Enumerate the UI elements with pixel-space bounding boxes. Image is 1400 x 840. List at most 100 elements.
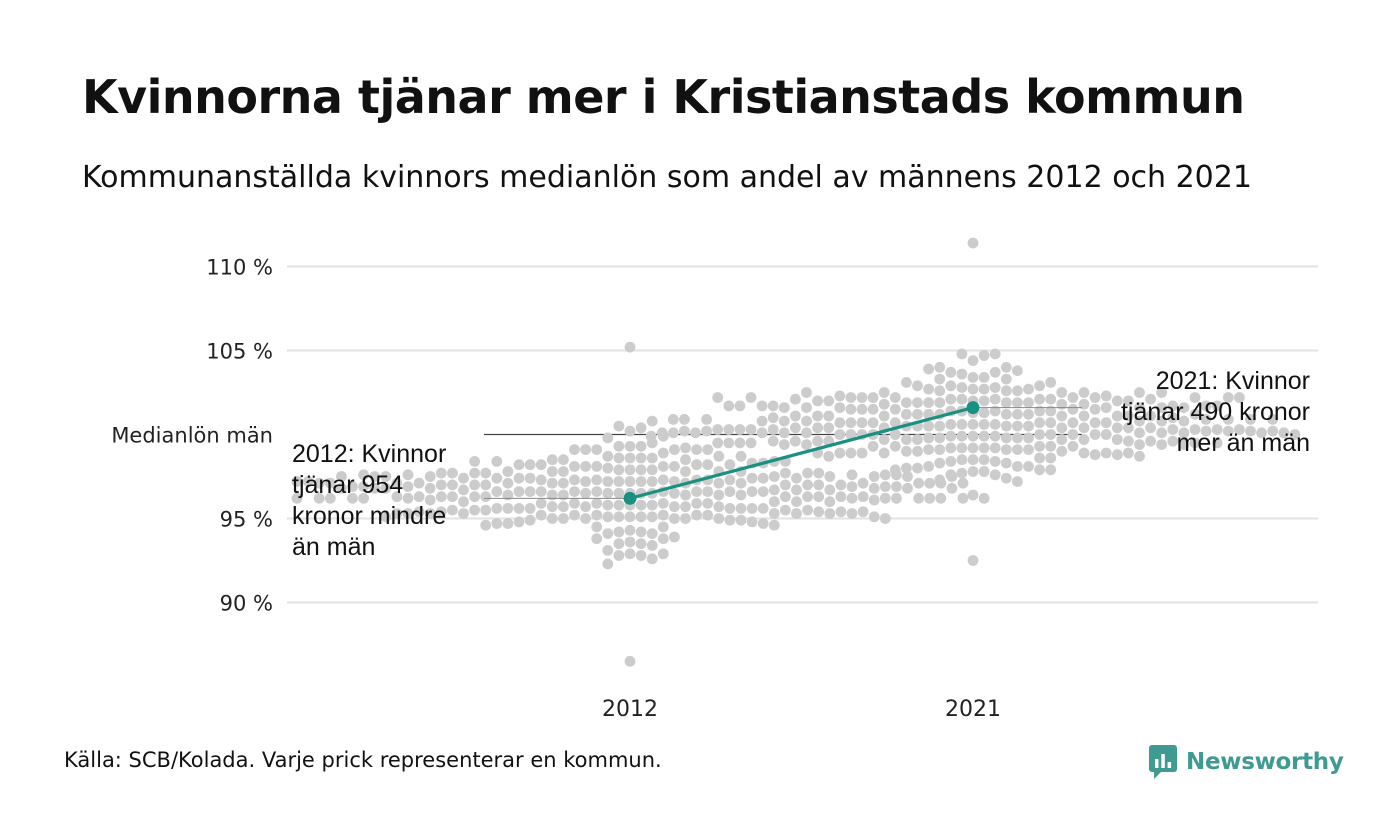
municipality-dot-2021 — [1100, 402, 1112, 413]
annotation-2021: 2021: Kvinnor tjänar 490 kronor mer än män — [1121, 367, 1310, 457]
municipality-dot-2012 — [691, 498, 702, 509]
municipality-dot-2012 — [669, 461, 680, 472]
municipality-dot-2012 — [635, 526, 647, 538]
municipality-dot-2021 — [1100, 447, 1112, 459]
municipality-dot-2012 — [591, 498, 603, 509]
municipality-dot-2012 — [935, 492, 947, 504]
municipality-dot-2012 — [480, 479, 492, 491]
municipality-dot-2012 — [602, 499, 614, 511]
municipality-dot-2012 — [902, 482, 913, 494]
municipality-dot-2021 — [934, 420, 946, 432]
municipality-dot-2021 — [1200, 425, 1212, 437]
municipality-dot-2021 — [801, 415, 812, 427]
municipality-dot-2021 — [1100, 390, 1112, 402]
municipality-dot-2012 — [813, 506, 825, 518]
municipality-dot-2012 — [902, 471, 913, 482]
municipality-dot-2012 — [513, 472, 525, 484]
municipality-dot-2021 — [956, 348, 968, 360]
municipality-dot-2021 — [878, 447, 890, 459]
municipality-dot-2021 — [912, 397, 923, 408]
municipality-dot-2021 — [889, 403, 901, 415]
municipality-dot-2012 — [469, 479, 480, 491]
municipality-dot-2021 — [834, 417, 846, 429]
municipality-dot-2021 — [756, 415, 768, 427]
municipality-dot-2021 — [956, 368, 968, 380]
chart-subtitle: Kommunanställda kvinnors medianlön som a… — [82, 160, 1252, 195]
municipality-dot-2012 — [447, 467, 458, 479]
municipality-dot-2012 — [669, 487, 680, 499]
municipality-dot-2012 — [324, 492, 336, 504]
municipality-dot-2012 — [635, 422, 647, 434]
municipality-dot-2021 — [812, 422, 823, 434]
annotation-line: än män — [292, 533, 375, 561]
municipality-dot-2021 — [1134, 439, 1145, 450]
municipality-dot-2021 — [945, 366, 957, 378]
municipality-dot-2021 — [1000, 373, 1012, 385]
municipality-dot-2012 — [824, 484, 836, 496]
municipality-dot-2021 — [1245, 425, 1256, 437]
municipality-dot-2012 — [358, 492, 369, 504]
municipality-dot-2021 — [1023, 397, 1034, 408]
municipality-dot-2012 — [591, 444, 603, 455]
municipality-dot-2012 — [624, 425, 636, 437]
municipality-dot-2021 — [834, 402, 846, 413]
municipality-dot-2021 — [1012, 385, 1023, 397]
municipality-dot-2021 — [845, 447, 857, 459]
municipality-dot-2012 — [824, 471, 836, 482]
municipality-dot-2021 — [679, 414, 690, 425]
y-tick-label: Medianlön män — [111, 424, 273, 448]
municipality-dot-2021 — [1012, 432, 1023, 444]
municipality-dot-2012 — [535, 459, 547, 471]
municipality-dot-2012 — [691, 486, 702, 497]
municipality-dot-2012 — [613, 420, 625, 432]
municipality-dot-2021 — [1056, 387, 1068, 398]
municipality-dot-2021 — [1211, 400, 1223, 412]
municipality-dot-2021 — [956, 454, 968, 466]
annotations: 2012: Kvinnor tjänar 954 kronor mindre än m… — [292, 367, 1310, 561]
municipality-dot-2012 — [391, 491, 403, 503]
municipality-dot-2021 — [1156, 415, 1168, 427]
municipality-dot-2021 — [967, 466, 979, 477]
municipality-dot-2012 — [291, 476, 303, 487]
municipality-dot-2012 — [624, 655, 636, 667]
municipality-dot-2021 — [956, 393, 968, 405]
municipality-dot-2021 — [967, 430, 979, 442]
municipality-dot-2012 — [702, 509, 714, 521]
municipality-dot-2012 — [635, 538, 647, 550]
municipality-dot-2012 — [646, 415, 658, 427]
municipality-dot-2021 — [1067, 429, 1079, 440]
municipality-dot-2021 — [1256, 427, 1267, 439]
municipality-dot-2021 — [667, 427, 679, 439]
municipality-dot-2012 — [602, 528, 614, 539]
municipality-dot-2012 — [580, 487, 591, 499]
municipality-dot-2012 — [591, 461, 603, 472]
newsworthy-logo[interactable]: Newsworthy — [1148, 742, 1344, 782]
municipality-dot-2021 — [1200, 400, 1212, 412]
municipality-dot-2012 — [380, 471, 392, 482]
municipality-dot-2021 — [1189, 408, 1201, 420]
y-tick-label: 105 % — [206, 340, 273, 364]
municipality-dot-2021 — [912, 380, 923, 392]
municipality-dot-2012 — [424, 494, 436, 506]
municipality-dot-2012 — [791, 484, 802, 496]
municipality-dot-2012 — [879, 469, 891, 481]
municipality-dot-2012 — [546, 501, 558, 513]
municipality-dot-2021 — [945, 469, 957, 481]
municipality-dot-2012 — [624, 341, 636, 353]
municipality-dot-2021 — [978, 492, 990, 504]
municipality-dot-2012 — [946, 482, 958, 494]
municipality-dot-2012 — [613, 464, 625, 476]
municipality-dot-2021 — [734, 400, 746, 412]
municipality-dot-2012 — [624, 476, 636, 487]
municipality-dot-2012 — [791, 472, 802, 484]
municipality-dot-2012 — [746, 486, 758, 497]
municipality-dot-2021 — [1000, 361, 1012, 373]
municipality-dot-2021 — [1089, 449, 1101, 461]
municipality-dot-2012 — [635, 511, 647, 523]
municipality-dot-2012 — [580, 501, 591, 513]
municipality-dot-2012 — [635, 464, 647, 476]
municipality-dot-2012 — [402, 469, 414, 481]
municipality-dot-2012 — [713, 489, 725, 501]
municipality-dot-2021 — [912, 408, 923, 420]
municipality-dot-2021 — [1156, 387, 1168, 398]
